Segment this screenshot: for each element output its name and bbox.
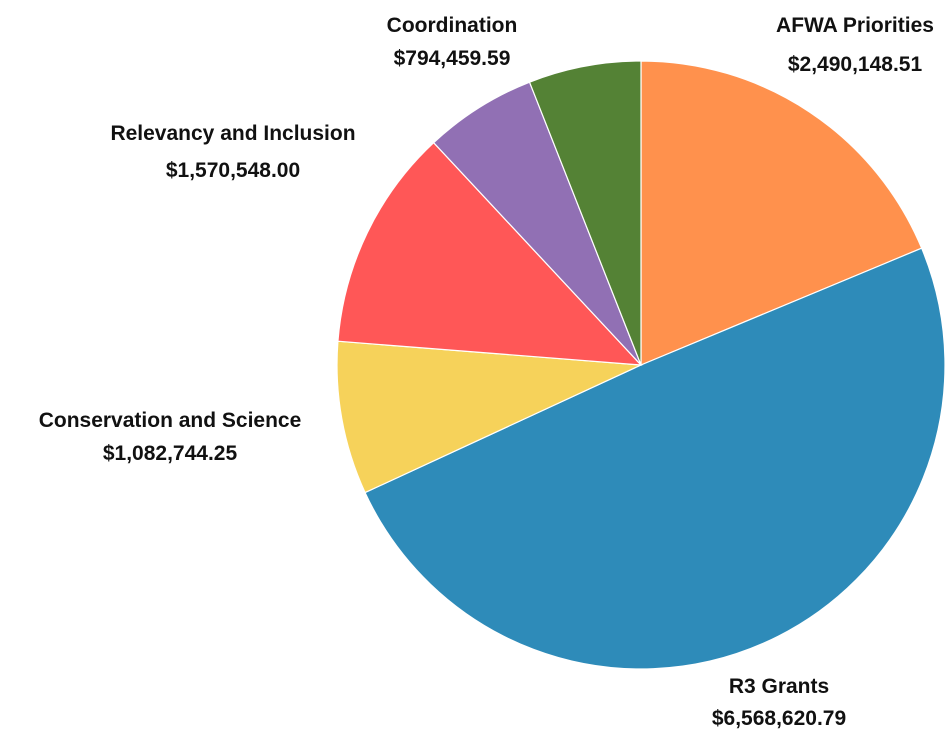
pie-slice-r3-grants bbox=[364, 247, 946, 670]
slice-value-coordination: $794,459.59 bbox=[394, 47, 511, 70]
slice-label-relevancy-and-inclusion: Relevancy and Inclusion bbox=[110, 122, 355, 145]
pie-slice-conservation-and-science bbox=[336, 340, 644, 494]
slice-label-conservation-and-science: Conservation and Science bbox=[39, 409, 302, 432]
slice-value-afwa-priorities: $2,490,148.51 bbox=[788, 53, 923, 76]
pie-labels: AFWA Priorities $2,490,148.51 R3 Grants … bbox=[39, 14, 934, 729]
pie-slices bbox=[336, 60, 946, 670]
pie-slice-relevancy-and-inclusion bbox=[337, 141, 643, 366]
slice-label-r3-grants: R3 Grants bbox=[729, 675, 829, 698]
slice-value-r3-grants: $6,568,620.79 bbox=[712, 707, 846, 729]
slice-value-conservation-and-science: $1,082,744.25 bbox=[103, 442, 238, 465]
pie-slice-afwa-priorities bbox=[640, 60, 923, 366]
slice-label-coordination: Coordination bbox=[387, 14, 518, 37]
slice-label-afwa-priorities: AFWA Priorities bbox=[776, 14, 934, 37]
pie-slice-coordination bbox=[528, 60, 642, 366]
slice-value-relevancy-and-inclusion: $1,570,548.00 bbox=[166, 159, 300, 182]
